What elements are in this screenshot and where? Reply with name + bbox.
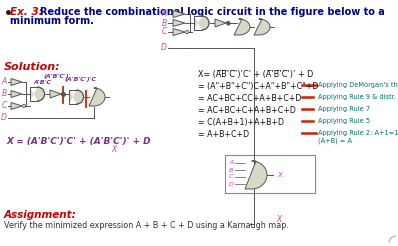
Text: Applying Rule 9 & distr.: Applying Rule 9 & distr. <box>318 94 396 100</box>
Text: Applying Rule 2: A+1=1
(A+B) = A: Applying Rule 2: A+1=1 (A+B) = A <box>318 130 398 143</box>
Text: X: X <box>276 215 281 224</box>
Circle shape <box>62 92 64 95</box>
Text: = C(A+B+1)+A+B+D: = C(A+B+1)+A+B+D <box>198 118 284 127</box>
Polygon shape <box>245 161 267 189</box>
Polygon shape <box>234 19 250 35</box>
Text: A: A <box>2 77 7 87</box>
Polygon shape <box>69 90 84 104</box>
Text: •: • <box>4 7 13 21</box>
Text: B: B <box>162 18 167 28</box>
Polygon shape <box>173 11 185 17</box>
Polygon shape <box>11 103 22 109</box>
Text: D: D <box>229 182 234 186</box>
Polygon shape <box>254 19 270 35</box>
Text: = (A"+B"+C")C+A"+B"+C"+D: = (A"+B"+C")C+A"+B"+C"+D <box>198 82 318 91</box>
Text: (A'B'C')': (A'B'C')' <box>44 74 72 79</box>
Text: Ex. 3:: Ex. 3: <box>10 7 43 17</box>
Polygon shape <box>173 29 185 35</box>
Text: X: X <box>277 172 282 178</box>
Polygon shape <box>215 19 226 27</box>
Polygon shape <box>30 87 45 101</box>
Text: C: C <box>2 102 7 110</box>
Polygon shape <box>194 16 209 30</box>
Text: Assignment:: Assignment: <box>4 210 77 220</box>
Text: (A'B'C')'C: (A'B'C')'C <box>65 77 97 82</box>
Text: Applying DeMorgan's theorem: Applying DeMorgan's theorem <box>318 82 398 88</box>
Text: A: A <box>229 160 233 166</box>
Text: C: C <box>229 174 233 180</box>
Polygon shape <box>11 91 22 97</box>
Text: X= (A̅B̅’C̅’)’C’ + (A̅’B̅’C̅’)’ + D: X= (A̅B̅’C̅’)’C’ + (A̅’B̅’C̅’)’ + D <box>198 70 313 79</box>
Text: = AC+BC+C+A+B+C+D: = AC+BC+C+A+B+C+D <box>198 106 296 115</box>
Text: X: X <box>111 145 116 154</box>
Polygon shape <box>11 78 22 86</box>
Text: Applying Rule 7: Applying Rule 7 <box>318 106 370 112</box>
Text: A: A <box>162 10 167 18</box>
Text: C: C <box>162 28 167 36</box>
Polygon shape <box>89 88 105 106</box>
Text: Solution:: Solution: <box>4 62 60 72</box>
Text: Reduce the combinational logic circuit in the figure below to a: Reduce the combinational logic circuit i… <box>40 7 385 17</box>
Text: = A+B+C+D: = A+B+C+D <box>198 130 249 139</box>
Text: Applying Rule 5: Applying Rule 5 <box>318 118 370 124</box>
Text: D: D <box>161 44 167 52</box>
Text: B: B <box>229 168 233 172</box>
Text: A'B'C: A'B'C <box>33 80 51 85</box>
Text: X = (A'B'C')'C' + (A'B'C')' + D: X = (A'B'C')'C' + (A'B'C')' + D <box>6 137 150 146</box>
Text: = AC+BC+CC+A+B+C+D: = AC+BC+CC+A+B+C+D <box>198 94 301 103</box>
Polygon shape <box>50 90 61 98</box>
Polygon shape <box>173 19 185 27</box>
Text: Verify the minimized expression A + B + C + D using a Karnaugh map.: Verify the minimized expression A + B + … <box>4 221 289 230</box>
Circle shape <box>185 31 189 33</box>
Text: D: D <box>1 113 7 123</box>
Text: B: B <box>2 90 7 98</box>
Circle shape <box>226 21 230 25</box>
Circle shape <box>23 105 25 108</box>
Text: minimum form.: minimum form. <box>10 16 94 26</box>
Bar <box>225 155 315 193</box>
